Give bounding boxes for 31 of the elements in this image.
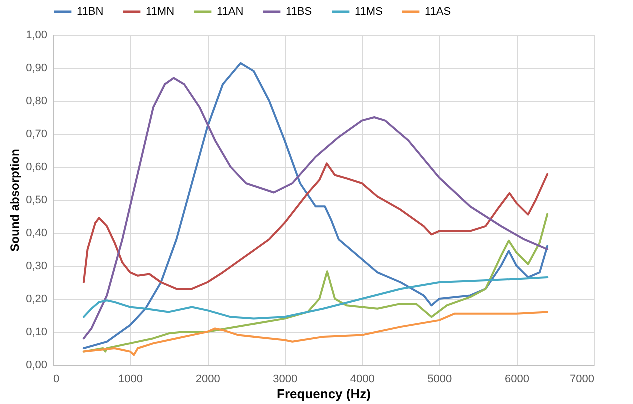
- x-tick-label: 7000: [570, 374, 594, 386]
- line-series: [82, 311, 549, 356]
- y-tick-label: 0,40: [26, 228, 48, 240]
- y-tick-label: 0,00: [26, 360, 48, 372]
- y-tick-label: 0,60: [26, 162, 48, 174]
- x-tick-label: 3000: [273, 374, 298, 386]
- line-series: [82, 162, 549, 290]
- y-tick-label: 0,20: [26, 294, 48, 306]
- line-series: [82, 213, 549, 353]
- legend-label: 11BN: [77, 6, 104, 18]
- y-axis-title: Sound absorption: [8, 149, 22, 252]
- y-tick-label: 0,70: [26, 128, 48, 140]
- line-series: [82, 276, 549, 320]
- y-tick-label: 0,90: [26, 62, 48, 74]
- x-tick-label: 5000: [428, 374, 452, 386]
- legend-label: 11MN: [146, 6, 175, 18]
- y-tick-label: 0,50: [26, 194, 48, 206]
- legend-label: 11MS: [355, 6, 383, 18]
- x-tick-label: 6000: [504, 374, 530, 386]
- y-tick-label: 0,10: [26, 326, 48, 338]
- x-tick-label: 0: [54, 374, 60, 386]
- x-tick-label: 4000: [350, 374, 375, 386]
- legend-label: 11BS: [286, 6, 312, 18]
- x-axis-title: Frequency (Hz): [277, 386, 371, 402]
- y-tick-label: 0,30: [26, 260, 48, 272]
- legend-label: 11AS: [425, 6, 452, 18]
- y-tick-label: 0,80: [26, 96, 48, 108]
- x-tick-label: 1000: [118, 374, 144, 386]
- y-tick-label: 1,00: [26, 30, 48, 42]
- legend-label: 11AN: [217, 6, 244, 18]
- x-tick-label: 2000: [196, 374, 220, 386]
